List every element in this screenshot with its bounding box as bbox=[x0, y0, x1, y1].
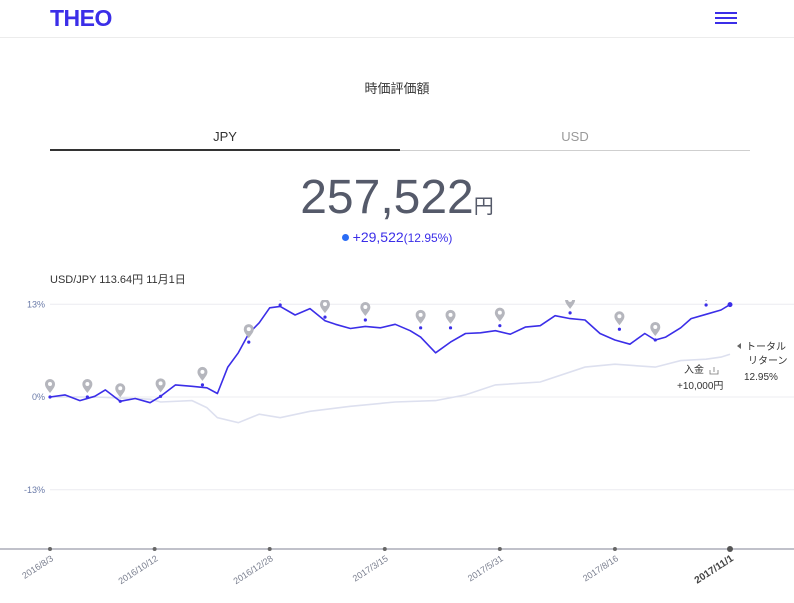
x-tick-label: 2016/12/28 bbox=[232, 553, 275, 586]
event-markers bbox=[45, 300, 733, 403]
performance-chart: 13%0%-13% 2016/8/3 2016/10/12 2016/12/28 20… bbox=[0, 300, 794, 586]
x-tick-dot bbox=[497, 547, 502, 551]
x-tick-dot bbox=[48, 547, 52, 551]
y-tick-label: -13% bbox=[24, 485, 45, 495]
event-point bbox=[568, 311, 572, 315]
caret-left-icon bbox=[737, 343, 741, 349]
x-tick-label: 2017/3/15 bbox=[351, 553, 390, 583]
valuation-value: 257,522 bbox=[300, 171, 474, 224]
event-point bbox=[247, 340, 251, 344]
marker-hole bbox=[48, 382, 52, 387]
menu-line bbox=[715, 22, 737, 24]
menu-line bbox=[715, 12, 737, 14]
marker-hole bbox=[158, 381, 163, 386]
event-point bbox=[653, 338, 657, 342]
total-return-label-1: トータル bbox=[746, 341, 786, 353]
currency-tabs: JPY USD bbox=[50, 126, 750, 151]
event-marker bbox=[279, 300, 281, 301]
x-tick-dot bbox=[727, 546, 733, 552]
event-marker bbox=[360, 301, 371, 316]
y-tick-label: 0% bbox=[32, 392, 45, 402]
event-point bbox=[704, 303, 708, 307]
deposit-icon bbox=[709, 367, 719, 375]
exchange-rate: USD/JPY 113.64円 11月1日 bbox=[50, 274, 186, 286]
valuation-unit: 円 bbox=[473, 196, 494, 218]
portfolio-line bbox=[49, 303, 731, 404]
total-return-value: 12.95% bbox=[744, 372, 778, 383]
change-percent: (12.95%) bbox=[403, 231, 453, 245]
event-point bbox=[118, 399, 122, 403]
event-point bbox=[48, 395, 52, 399]
marker-hole bbox=[85, 382, 90, 387]
event-point bbox=[85, 395, 89, 399]
deposit-marker bbox=[705, 300, 707, 301]
y-tick-label: 13% bbox=[27, 300, 45, 309]
marker-hole bbox=[617, 314, 622, 319]
theo-logo[interactable]: THEO bbox=[50, 5, 112, 31]
menu-line bbox=[715, 17, 737, 19]
marker-hole bbox=[418, 312, 423, 317]
x-tick-label: 2016/10/12 bbox=[116, 553, 159, 586]
event-marker bbox=[565, 300, 576, 309]
event-point bbox=[363, 318, 367, 322]
marker-hole bbox=[653, 324, 658, 329]
x-tick-label: 2017/11/1 bbox=[693, 553, 736, 586]
marker-hole bbox=[497, 310, 502, 315]
hamburger-menu-icon[interactable] bbox=[715, 10, 737, 24]
x-axis-ticks: 2016/8/3 2016/10/12 2016/12/28 2017/3/15 201… bbox=[20, 546, 736, 586]
marker-hole bbox=[568, 300, 573, 302]
tab-usd[interactable]: USD bbox=[400, 126, 750, 151]
page-title: 時価評価額 bbox=[364, 81, 430, 96]
marker-hole bbox=[200, 369, 205, 374]
marker-hole bbox=[322, 302, 327, 307]
change-amount: +29,522 bbox=[352, 229, 404, 245]
tab-jpy[interactable]: JPY bbox=[50, 126, 400, 151]
deposit-label: 入金 bbox=[684, 363, 704, 376]
x-tick-label: 2016/8/3 bbox=[20, 553, 55, 580]
event-marker bbox=[445, 309, 456, 324]
event-point bbox=[323, 315, 327, 319]
valuation-change: +29,522(12.95%) bbox=[0, 229, 794, 245]
x-tick-label: 2017/8/16 bbox=[581, 553, 620, 583]
event-point bbox=[498, 324, 502, 328]
valuation-amount: 257,522円 bbox=[0, 170, 794, 225]
header-bar: THEO bbox=[0, 0, 794, 38]
x-tick-dot bbox=[152, 547, 157, 551]
marker-hole bbox=[448, 312, 453, 317]
total-return-label-2: リターン bbox=[748, 355, 788, 367]
marker-hole bbox=[118, 386, 123, 391]
event-point bbox=[617, 327, 622, 331]
event-point bbox=[278, 303, 282, 307]
event-point bbox=[448, 326, 453, 330]
event-marker bbox=[155, 378, 166, 393]
event-point bbox=[200, 383, 205, 387]
benchmark-line bbox=[50, 353, 731, 424]
y-axis-labels: 13% 0% -13% bbox=[24, 300, 45, 495]
event-marker bbox=[415, 309, 426, 324]
x-tick-dot bbox=[382, 547, 387, 551]
event-point bbox=[158, 394, 163, 398]
current-point bbox=[727, 302, 733, 308]
chart-grid bbox=[50, 303, 794, 491]
deposit-amount: +10,000円 bbox=[677, 381, 723, 392]
event-marker bbox=[494, 307, 505, 322]
event-marker bbox=[650, 321, 661, 336]
x-tick-label: 2017/5/31 bbox=[466, 553, 505, 583]
x-tick-dot bbox=[267, 547, 272, 551]
event-marker bbox=[197, 366, 208, 381]
event-marker bbox=[82, 379, 93, 394]
x-tick-dot bbox=[612, 547, 617, 551]
marker-hole bbox=[363, 304, 368, 309]
change-dot-icon bbox=[341, 234, 349, 241]
event-marker bbox=[45, 379, 55, 394]
event-marker bbox=[319, 300, 330, 314]
event-point bbox=[419, 326, 423, 330]
marker-hole bbox=[246, 327, 251, 332]
